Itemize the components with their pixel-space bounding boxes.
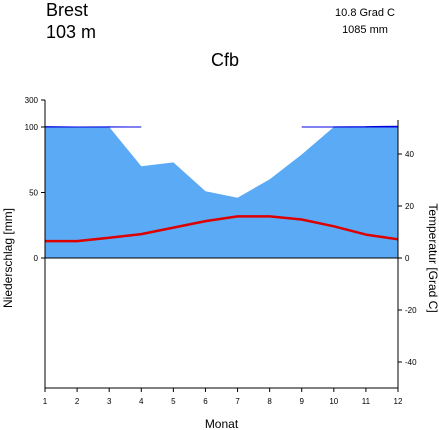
precipitation-excess-area bbox=[44, 125, 399, 128]
climate-class: Cfb bbox=[210, 50, 239, 70]
left-tick-label: 0 bbox=[34, 254, 39, 263]
precipitation-area bbox=[45, 127, 398, 258]
mean-temperature: 10.8 Grad C bbox=[335, 7, 395, 19]
station-elevation: 103 m bbox=[46, 22, 97, 42]
x-tick-label: 3 bbox=[107, 397, 112, 406]
left-tick-label: 300 bbox=[25, 96, 39, 105]
x-tick-label: 4 bbox=[139, 397, 144, 406]
x-tick-label: 1 bbox=[43, 397, 48, 406]
right-tick-label: 20 bbox=[405, 202, 414, 211]
right-tick-label: -20 bbox=[405, 306, 417, 315]
x-tick-label: 5 bbox=[171, 397, 176, 406]
left-axis-label: Niederschlag [mm] bbox=[1, 208, 15, 308]
right-tick-label: 40 bbox=[405, 150, 414, 159]
x-tick-label: 9 bbox=[300, 397, 305, 406]
x-tick-label: 6 bbox=[203, 397, 208, 406]
x-tick-label: 8 bbox=[267, 397, 272, 406]
station-name: Brest bbox=[46, 0, 89, 20]
x-tick-label: 11 bbox=[362, 397, 371, 406]
annual-precipitation: 1085 mm bbox=[342, 24, 388, 36]
x-tick-label: 7 bbox=[235, 397, 240, 406]
temperature-line bbox=[45, 215, 399, 243]
right-tick-label: 0 bbox=[405, 254, 410, 263]
x-axis-label: Monat bbox=[205, 417, 239, 430]
left-tick-label: 50 bbox=[29, 189, 38, 198]
right-axis-label: Temperatur [Grad C] bbox=[426, 203, 439, 312]
x-tick-label: 12 bbox=[394, 397, 403, 406]
left-tick-label: 100 bbox=[25, 123, 39, 132]
right-tick-label: -40 bbox=[405, 358, 417, 367]
x-tick-label: 10 bbox=[329, 397, 338, 406]
x-tick-label: 2 bbox=[75, 397, 80, 406]
